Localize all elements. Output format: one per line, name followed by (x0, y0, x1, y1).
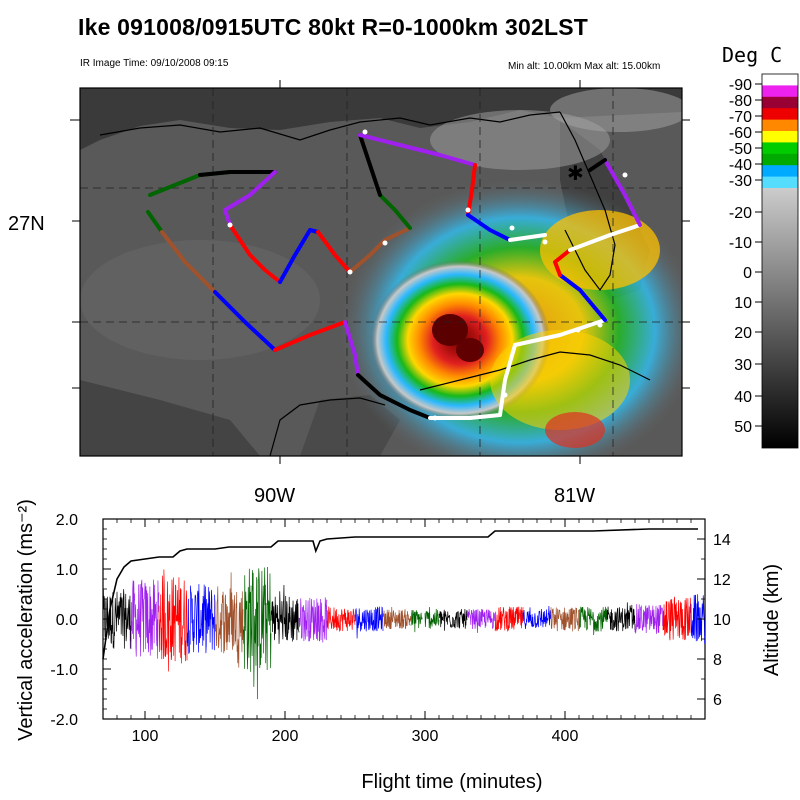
x-tick-label: 400 (552, 728, 579, 745)
acceleration-segment (242, 566, 272, 700)
acceleration-segment (214, 572, 244, 668)
acceleration-segment (326, 606, 356, 632)
colorbar-tick-label: 20 (734, 325, 752, 342)
altitude-range-label: Min alt: 10.00km Max alt: 15.00km (508, 61, 661, 72)
acceleration-segment (606, 602, 636, 632)
colorbar-band (762, 176, 798, 189)
colorbar-grayscale (762, 188, 798, 448)
acceleration-segment (270, 584, 300, 644)
y2-tick-label: 8 (713, 652, 722, 669)
colorbar-tick-label: 40 (734, 389, 752, 406)
colorbar-tick-label: -60 (729, 125, 752, 142)
acceleration-segment (438, 609, 468, 631)
colorbar-band (762, 96, 798, 109)
y-tick-label: 0.0 (56, 612, 78, 629)
map-frame (79, 87, 683, 457)
colorbar-tick-label: 30 (734, 357, 752, 374)
lon-label-90w: 90W (254, 485, 295, 507)
acceleration-segment (662, 596, 692, 641)
colorbar-tick-label: -80 (729, 93, 752, 110)
acceleration-segment (424, 607, 440, 629)
acceleration-segment (410, 610, 423, 633)
acceleration-segment (578, 606, 608, 636)
y-tick-label: 1.0 (56, 562, 78, 579)
acceleration-segment (158, 569, 188, 672)
colorbar-tick-label: -30 (729, 173, 752, 190)
x-tick-label: 200 (272, 728, 299, 745)
acceleration-segment (690, 594, 706, 644)
colorbar-tick-label: -10 (729, 235, 752, 252)
colorbar-tick-label: -50 (729, 141, 752, 158)
x-axis-label: Flight time (minutes) (361, 771, 542, 793)
lon-label-81w: 81W (554, 485, 595, 507)
acceleration-segment (634, 604, 664, 634)
track-markers (227, 129, 628, 421)
colorbar-band (762, 108, 798, 120)
acceleration-segment (382, 607, 412, 630)
colorbar-tick-label: 10 (734, 295, 752, 312)
y2-tick-label: 6 (713, 692, 722, 709)
x-tick-label: 300 (412, 728, 439, 745)
acceleration-segment (130, 579, 160, 659)
colorbar-tick-label: -40 (729, 157, 752, 174)
acceleration-segment (522, 605, 552, 629)
acceleration-segment (494, 606, 524, 632)
lat-label-27n: 27N (8, 213, 45, 235)
y2-tick-label: 12 (713, 572, 731, 589)
y2-axis-label: Altitude (km) (761, 564, 783, 676)
y-tick-label: -2.0 (50, 712, 78, 729)
altitude-line (102, 528, 698, 660)
colorbar-tick-label: 50 (734, 419, 752, 436)
ir-image-time: IR Image Time: 09/10/2008 09:15 (80, 58, 229, 69)
acceleration-segment (550, 607, 580, 632)
y2-tick-label: 14 (713, 532, 731, 549)
colorbar-band (762, 131, 798, 143)
colorbar-band (762, 74, 798, 86)
colorbar-tick-label: -70 (729, 109, 752, 126)
acceleration-segment (102, 589, 132, 649)
colorbar-tick-label: -20 (729, 205, 752, 222)
flight-track (146, 133, 642, 420)
y2-tick-label: 10 (713, 612, 731, 629)
colorbar-band (762, 165, 798, 177)
storm-center-marker: ✱ (567, 163, 584, 185)
colorbar-unit-label: Deg C (722, 43, 782, 67)
colorbar-band (762, 142, 798, 155)
colorbar-band (762, 119, 798, 132)
colorbar-tick-label: 0 (743, 265, 752, 282)
y-axis-label: Vertical acceleration (ms⁻²) (15, 499, 37, 741)
acceleration-series (102, 566, 706, 700)
acceleration-segment (298, 597, 328, 643)
colorbar-band (762, 85, 798, 98)
acceleration-segment (466, 609, 496, 634)
colorbar-band (762, 153, 798, 166)
y-tick-label: -1.0 (50, 662, 78, 679)
y-tick-label: 2.0 (56, 512, 78, 529)
acceleration-segment (186, 584, 216, 654)
chart-title: Ike 091008/0915UTC 80kt R=0-1000km 302LS… (78, 14, 589, 40)
x-tick-label: 100 (132, 728, 159, 745)
colorbar-tick-label: -90 (729, 77, 752, 94)
acceleration-segment (354, 606, 384, 639)
